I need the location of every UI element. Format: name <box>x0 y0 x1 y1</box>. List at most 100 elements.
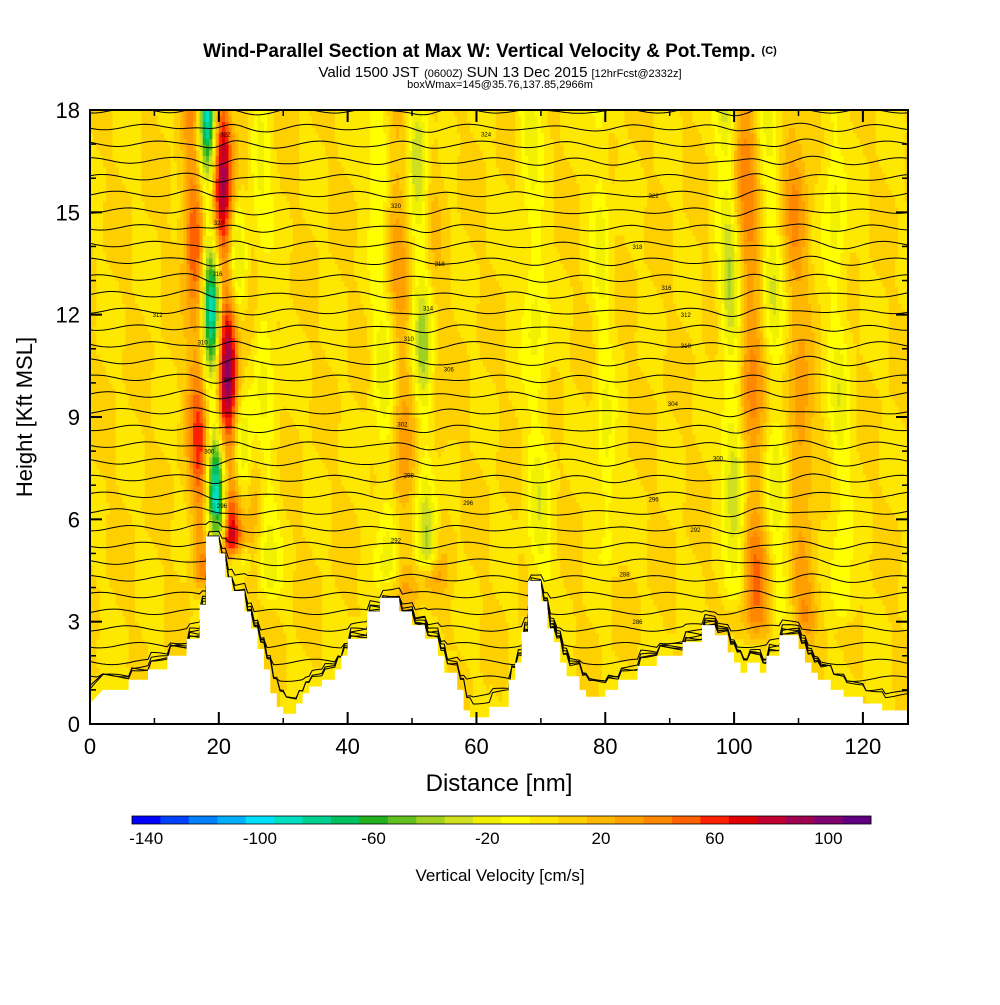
field-cell <box>93 496 98 503</box>
field-cell <box>196 564 201 572</box>
field-cell <box>99 178 104 185</box>
field-cell <box>186 138 191 145</box>
field-cell <box>144 246 149 253</box>
field-cell <box>176 417 181 424</box>
field-cell <box>128 615 133 623</box>
field-cell <box>128 354 133 361</box>
field-cell <box>212 183 217 191</box>
field-cell <box>102 445 107 452</box>
field-cell <box>112 132 117 140</box>
field-cell <box>96 195 101 202</box>
field-cell <box>186 581 191 589</box>
field-cell <box>144 360 149 367</box>
field-cell <box>122 570 127 577</box>
field-cell <box>128 394 133 401</box>
field-cell <box>96 394 101 401</box>
field-cell <box>135 382 139 390</box>
field-cell <box>147 559 152 566</box>
field-cell <box>96 536 101 543</box>
field-cell <box>99 576 104 583</box>
field-cell <box>135 223 139 230</box>
field-cell <box>144 490 149 498</box>
field-cell <box>141 468 146 475</box>
field-cell <box>138 490 143 498</box>
field-cell <box>167 331 172 339</box>
field-cell <box>112 530 117 537</box>
field-cell <box>215 240 220 248</box>
field-cell <box>196 189 201 196</box>
field-cell <box>183 536 188 543</box>
field-cell <box>138 604 143 611</box>
field-cell <box>128 115 133 122</box>
field-cell <box>193 479 197 486</box>
field-cell <box>189 246 194 253</box>
field-cell <box>189 235 194 242</box>
field-cell <box>170 399 175 407</box>
field-cell <box>99 377 104 384</box>
field-cell <box>167 314 172 321</box>
field-cell <box>125 229 130 236</box>
field-cell <box>196 354 201 361</box>
field-cell <box>183 593 188 600</box>
field-cell <box>189 121 194 128</box>
field-cell <box>122 507 127 515</box>
field-cell <box>99 678 104 685</box>
field-cell <box>154 257 159 265</box>
field-cell <box>112 235 117 242</box>
field-cell <box>118 331 123 339</box>
field-cell <box>102 161 107 168</box>
field-cell <box>202 399 207 407</box>
field-cell <box>199 189 204 196</box>
field-cell <box>96 490 101 498</box>
field-cell <box>209 303 213 310</box>
field-cell <box>160 371 165 378</box>
field-cell <box>199 183 204 191</box>
field-cell <box>138 581 143 589</box>
field-cell <box>186 490 191 498</box>
field-cell <box>193 291 197 299</box>
field-cell <box>109 604 114 611</box>
field-cell <box>112 610 117 617</box>
field-cell <box>93 525 98 532</box>
field-cell <box>147 417 152 424</box>
field-cell <box>193 377 197 384</box>
field-cell <box>135 274 139 282</box>
field-cell <box>125 252 130 259</box>
field-cell <box>106 343 110 350</box>
field-cell <box>131 479 136 486</box>
field-cell <box>122 513 127 520</box>
field-cell <box>164 627 168 634</box>
field-cell <box>176 297 181 304</box>
field-cell <box>93 354 98 361</box>
field-cell <box>112 434 117 441</box>
field-cell <box>93 229 98 236</box>
field-cell <box>141 223 146 230</box>
field-cell <box>151 127 156 134</box>
field-cell <box>131 462 136 469</box>
field-cell <box>173 388 178 395</box>
field-cell <box>138 331 143 339</box>
field-cell <box>160 485 165 492</box>
field-cell <box>99 291 104 299</box>
field-cell <box>170 166 175 174</box>
field-cell <box>118 417 123 424</box>
field-cell <box>176 132 181 140</box>
field-cell <box>160 661 165 668</box>
field-cell <box>215 388 220 395</box>
field-cell <box>131 525 136 532</box>
field-cell <box>180 439 184 447</box>
field-cell <box>106 240 110 248</box>
field-cell <box>173 593 178 600</box>
field-cell <box>147 326 152 333</box>
field-cell <box>147 507 152 515</box>
field-cell <box>131 473 136 481</box>
field-cell <box>183 530 188 537</box>
field-cell <box>157 286 162 293</box>
field-cell <box>93 257 98 265</box>
field-cell <box>183 297 188 304</box>
field-cell <box>106 149 110 157</box>
field-cell <box>125 240 130 248</box>
field-cell <box>141 513 146 520</box>
field-cell <box>118 127 123 134</box>
field-cell <box>199 121 204 128</box>
